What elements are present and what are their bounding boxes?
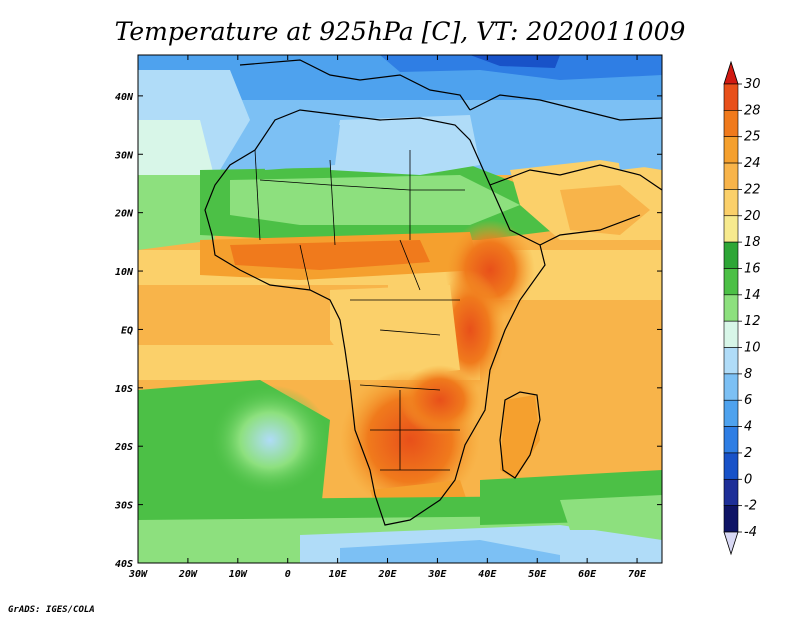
lat-label: 40S <box>115 559 133 570</box>
colorbar-label: 10 <box>744 341 761 356</box>
lon-label: 60E <box>578 569 597 580</box>
colorbar-label: 8 <box>744 367 752 382</box>
latitude-axis: 40N 30N 20N 10N EQ 10S 20S 30S 40S <box>114 92 662 570</box>
lon-label: 20W <box>178 569 198 580</box>
lat-label: 40N <box>115 92 134 103</box>
colorbar-label: 4 <box>744 420 752 435</box>
colorbar-swatch <box>723 347 739 375</box>
colorbar-swatch <box>723 215 739 243</box>
colorbar-swatch <box>723 241 739 269</box>
colorbar-label: 14 <box>744 288 761 303</box>
colorbar-swatch <box>723 426 739 454</box>
colorbar-swatch <box>723 294 739 322</box>
lat-label: EQ <box>121 325 133 336</box>
lat-label: 20N <box>114 209 134 220</box>
colorbar-top-arrow <box>723 60 739 85</box>
colorbar-label: 20 <box>744 209 761 224</box>
lon-label: 30W <box>128 569 148 580</box>
colorbar-label: -2 <box>744 499 757 514</box>
colorbar-swatch <box>723 136 739 164</box>
lon-label: 30E <box>427 569 447 580</box>
lon-label: 70E <box>628 569 647 580</box>
colorbar-label: 22 <box>744 182 761 197</box>
longitude-axis: 30W 20W 10W 0 10E 20E 30E 40E 50E 60E 70E <box>128 55 647 580</box>
colorbar-swatch <box>723 452 739 480</box>
map-title: Temperature at 925hPa [C], VT: 202001100… <box>115 17 686 46</box>
colorbar-label: 6 <box>744 393 752 408</box>
colorbar-label: 2 <box>744 446 752 461</box>
coastlines <box>204 59 662 526</box>
lat-label: 20S <box>114 442 133 453</box>
colorbar-label: 16 <box>744 261 761 276</box>
colorbar-label: 28 <box>744 103 761 118</box>
temperature-field <box>138 55 662 563</box>
lon-label: 10E <box>329 569 348 580</box>
colorbar-swatch <box>723 268 739 296</box>
colorbar-swatch <box>723 162 739 190</box>
colorbar-swatch <box>723 320 739 348</box>
colorbar-swatch <box>723 110 739 138</box>
country-borders <box>254 149 465 471</box>
colorbar-swatch <box>723 478 739 506</box>
lat-label: 30S <box>114 501 133 512</box>
colorbar-swatch <box>723 399 739 427</box>
colorbar-label: 0 <box>744 472 752 487</box>
colorbar-label: 24 <box>744 156 761 171</box>
colorbar-label: 18 <box>744 235 761 250</box>
lat-label: 30N <box>114 150 134 161</box>
lon-label: 40E <box>478 569 497 580</box>
colorbar-swatch <box>723 373 739 401</box>
lon-label: 20E <box>377 569 397 580</box>
credit-label: GrADS: IGES/COLA <box>8 605 95 615</box>
lat-label: 10S <box>115 384 133 395</box>
colorbar-swatch <box>723 505 739 533</box>
colorbar-label: 25 <box>744 130 761 145</box>
colorbar-swatch <box>723 189 739 217</box>
colorbar-label: -4 <box>744 525 757 540</box>
lon-label: 0 <box>285 569 291 580</box>
colorbar-swatch <box>723 83 739 111</box>
colorbar-bottom-arrow <box>723 531 739 556</box>
lat-label: 10N <box>115 267 134 278</box>
colorbar-label: 30 <box>744 77 761 92</box>
lon-label: 50E <box>528 569 547 580</box>
lon-label: 10W <box>229 569 248 580</box>
map-frame <box>137 54 663 564</box>
colorbar-label: 12 <box>744 314 761 329</box>
